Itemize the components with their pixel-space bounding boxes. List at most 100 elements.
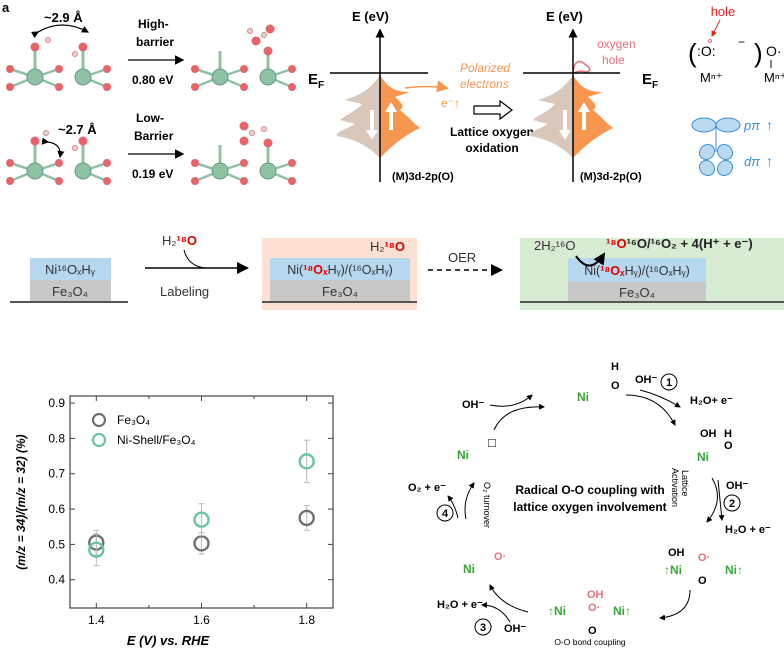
lattice-activation-1: Lattice (680, 470, 690, 497)
h-atom: H (611, 361, 619, 373)
h2o-e-2: H₂O + e⁻ (725, 524, 771, 536)
step-4: 4 (442, 508, 449, 520)
hydrogen-atom (249, 130, 255, 136)
y-tick-label: 0.6 (48, 502, 65, 516)
ni-atom: Ni (463, 562, 475, 576)
metal-atom (74, 68, 92, 86)
slab-structure-bottom-right (191, 121, 296, 185)
oh-group: OH (587, 589, 604, 601)
step-2: 2 (729, 498, 735, 510)
x-tick-label: 1.8 (298, 613, 315, 627)
y-tick-label: 0.7 (48, 467, 65, 481)
distance-bottom: ~2.7 Å (58, 122, 97, 137)
vacancy-icon: □ (488, 435, 496, 450)
metal-atom (211, 68, 229, 86)
fermi-label-left: EF (308, 71, 324, 91)
process-label-1: Lattice oxygen (450, 125, 534, 139)
oo-coupling-label: O-O bond coupling (554, 637, 626, 647)
bracket-right: ) (754, 38, 763, 68)
legend-marker-ni-shell (91, 432, 107, 448)
hydrogen-atom (247, 28, 253, 34)
data-point (193, 535, 210, 552)
o-radical: O· (588, 602, 600, 614)
data-point (88, 541, 105, 558)
dos-spin-up (573, 75, 613, 158)
o-radical: O· (698, 552, 710, 564)
o-radical: O· (494, 551, 506, 563)
polarized-label-1: Polarized (460, 61, 510, 75)
dos-spin-up (380, 75, 420, 158)
ni-atom-spin: ↑Ni (548, 604, 566, 618)
fe3o4-core (270, 280, 410, 301)
fe3o4-core (30, 280, 111, 301)
process-arrow-icon (473, 99, 513, 121)
ni-atom-spin: Ni↑ (613, 604, 631, 618)
product-label: ¹⁸O¹⁶O/¹⁶O₂ + 4(H⁺ + e⁻) (606, 236, 753, 251)
spin-up-arrow-icon (385, 102, 397, 130)
data-point (193, 511, 210, 528)
ni-shell (568, 258, 706, 282)
spin-down-arrow-icon (366, 110, 378, 140)
oxygen-atom (191, 177, 199, 185)
oxygen-atom (240, 65, 248, 73)
p-spin-up-icon: ↑ (766, 117, 773, 133)
axis-label-left: E (eV) (352, 9, 389, 24)
hydrogen-atom (72, 145, 78, 151)
h-atom: H (724, 428, 732, 440)
fermi-label-right: EF (642, 71, 658, 91)
bracket-left: ( (688, 38, 697, 68)
oxygen-atom (6, 65, 14, 73)
oxygen-atom (103, 177, 111, 185)
hydrogen-atom (261, 32, 267, 38)
oxygen-atom (191, 159, 199, 167)
catalytic-cycle: Radical O-O coupling with lattice oxygen… (408, 361, 771, 647)
oxygen-atom (30, 136, 40, 146)
slab-structure-bottom-left (6, 130, 111, 185)
oxygen-atom (55, 159, 63, 167)
hydrogen-atom (72, 51, 78, 57)
sample-oer: 2H₂¹⁶O ¹⁸O¹⁶O/¹⁶O₂ + 4(H⁺ + e⁻) Ni(¹⁸OₓH… (520, 236, 784, 303)
shell-label: Ni(¹⁸OₓHᵧ)/(¹⁶OₓHᵧ) (584, 264, 690, 278)
oxygen-atom (240, 83, 248, 91)
oh-minus-3: OH⁻ (726, 480, 749, 492)
oxygen-atom (6, 177, 14, 185)
bottom-barrier-label-1: Low- (136, 111, 164, 125)
hole-pointer-arrow (711, 19, 721, 37)
core-label: Fe₃O₄ (619, 285, 655, 300)
o-atom: O (588, 625, 597, 637)
oxygen-atom (55, 177, 63, 185)
step-2-circle (723, 494, 741, 512)
hydrogen-atom (261, 126, 267, 132)
oxygen-atom (103, 159, 111, 167)
step-3: 3 (480, 622, 486, 634)
legend-marker-fe3o4 (91, 412, 107, 428)
y-tick-label: 0.4 (48, 573, 65, 587)
cycle-arrows (447, 389, 725, 623)
metal-right: Mⁿ⁺ (764, 70, 784, 85)
spin-up-arrow-icon (578, 102, 590, 130)
oxygen-atom (288, 177, 296, 185)
top-barrier-label-1: High- (138, 17, 169, 31)
oxygen-atom (78, 42, 88, 52)
oxygen-hole-label-2: hole (602, 53, 625, 67)
slab-structure-top-right (191, 24, 296, 91)
ni-atom: Ni (457, 448, 469, 462)
oxygen-atom (191, 65, 199, 73)
bottom-barrier-label-2: Barrier (134, 129, 174, 143)
oxygen-atom (191, 83, 199, 91)
hydrogen-atom (43, 130, 49, 136)
step-4-circle (436, 504, 454, 522)
distance-arrow-top (31, 24, 90, 39)
reagent-label: H₂¹⁸O (370, 239, 405, 254)
ni-atom-spin: Ni↑ (725, 563, 743, 577)
distance-top: ~2.9 Å (44, 10, 83, 25)
oh-minus-4: OH⁻ (504, 623, 527, 635)
sample-labeled: H₂¹⁸O Ni(¹⁸OₓHᵧ)/(¹⁶OₓHᵧ) Fe₃O₄ (262, 239, 417, 303)
step-1: 1 (666, 377, 672, 389)
polarized-label-2: electrons (460, 77, 509, 91)
x-tick-label: 1.6 (193, 613, 210, 627)
o-atom: O (611, 380, 620, 392)
orbital-diagram-icon (691, 117, 741, 177)
o2-turnover-label: O₂ turnover (482, 482, 492, 528)
